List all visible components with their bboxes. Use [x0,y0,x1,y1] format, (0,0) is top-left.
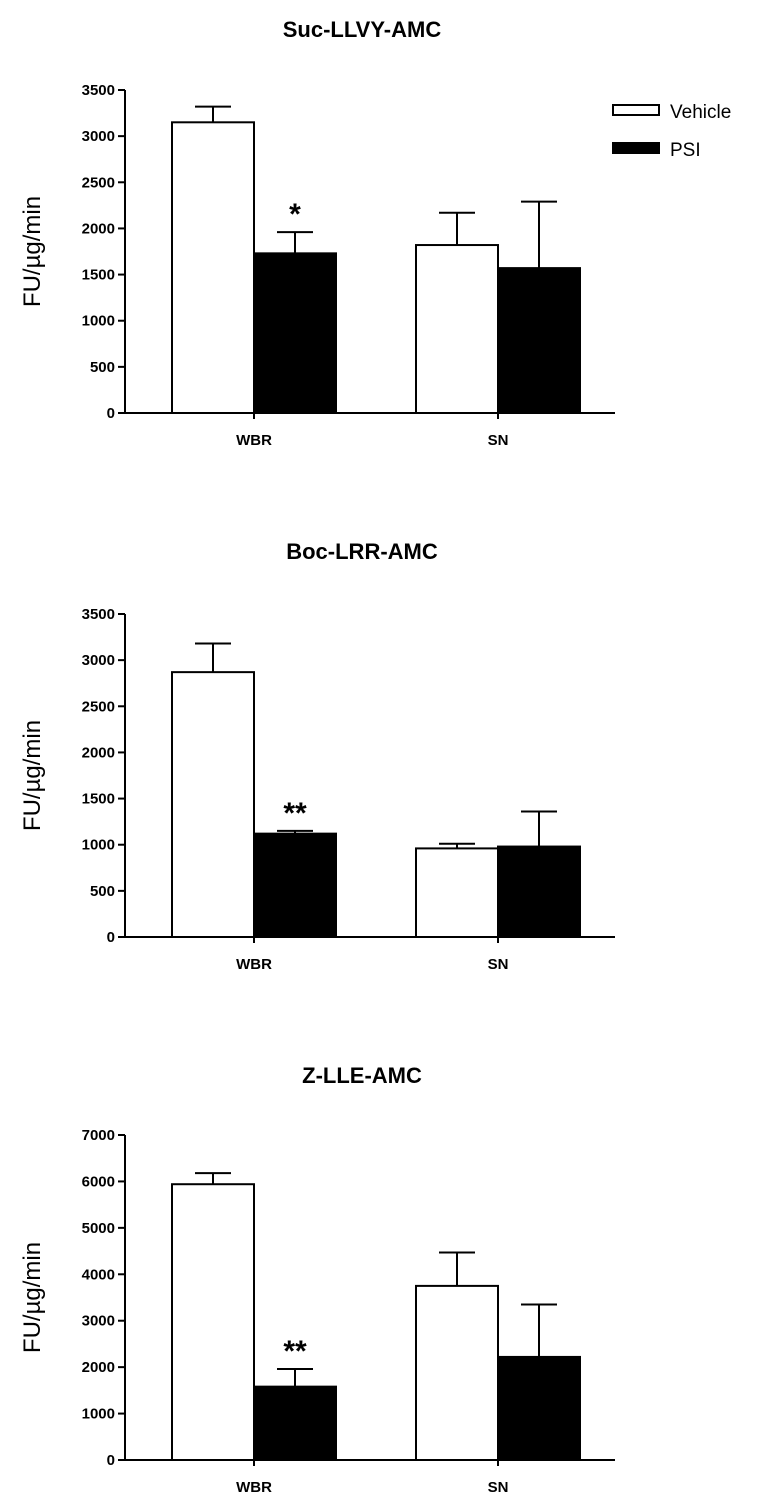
chart-3: Z-LLE-AMC FU/µg/min 0 1000 2000 3000 4000 5000 6… [19,1063,615,1496]
x-category-label: SN [488,432,509,449]
y-tick-label: 6000 [82,1173,115,1190]
x-category-label: WBR [236,1479,272,1496]
chart-1: Suc-LLVY-AMC FU/µg/min 0 500 1000 1500 2000 250… [19,17,615,449]
bar-sn-psi [497,1355,581,1462]
y-tick-label: 3500 [82,82,115,99]
significance-marker: ** [283,797,307,830]
x-category-label: SN [488,956,509,973]
chart-title: Boc-LRR-AMC [286,539,438,564]
y-tick-label: 1000 [82,313,115,330]
bar-sn-psi [497,845,581,938]
y-tick-label: 2000 [82,1359,115,1376]
bar-sn-vehicle [415,847,499,938]
y-tick-label: 4000 [82,1266,115,1283]
bar-wbr-psi [253,1385,337,1461]
bar-sn-vehicle [415,1284,499,1461]
x-category-label: SN [488,1479,509,1496]
bar-wbr-vehicle [171,1183,255,1461]
significance-marker: * [289,198,301,231]
y-axis-label: FU/µg/min [19,1242,46,1353]
y-tick-label: 2500 [82,174,115,191]
y-axis-label: FU/µg/min [19,720,46,831]
y-tick-label: 0 [107,1452,115,1469]
bar-wbr-vehicle [171,121,255,415]
y-tick-label: 3000 [82,652,115,669]
bar-sn-psi [497,267,581,414]
bar-wbr-psi [253,252,337,414]
x-category-label: WBR [236,432,272,449]
bar-wbr-vehicle [171,671,255,938]
y-tick-label: 500 [90,883,115,900]
y-tick-label: 2000 [82,744,115,761]
legend-label-psi: PSI [670,140,701,161]
legend: Vehicle PSI [612,102,731,161]
y-tick-label: 7000 [82,1127,115,1144]
y-tick-label: 5000 [82,1220,115,1237]
bar-sn-vehicle [415,244,499,414]
charts: Suc-LLVY-AMC FU/µg/min 0 500 1000 1500 2000 250… [19,17,615,1496]
y-tick-label: 500 [90,359,115,376]
x-category-label: WBR [236,956,272,973]
chart-title: Z-LLE-AMC [302,1063,422,1088]
y-axis-label: FU/µg/min [19,196,46,307]
y-tick-label: 2000 [82,220,115,237]
y-tick-label: 0 [107,929,115,946]
legend-label-vehicle: Vehicle [670,102,731,123]
legend-swatch-psi [612,142,660,154]
chart-2: Boc-LRR-AMC FU/µg/min 0 500 1000 1500 2000 2500… [19,539,615,973]
y-tick-label: 0 [107,405,115,422]
chart-title: Suc-LLVY-AMC [283,17,442,42]
y-tick-label: 2500 [82,698,115,715]
significance-marker: ** [283,1335,307,1368]
y-tick-label: 3000 [82,1313,115,1330]
y-tick-label: 1500 [82,791,115,808]
bar-wbr-psi [253,832,337,939]
y-tick-label: 1000 [82,1406,115,1423]
y-tick-label: 3000 [82,128,115,145]
legend-swatch-vehicle [612,104,660,116]
y-tick-label: 1500 [82,267,115,284]
y-tick-label: 1000 [82,837,115,854]
y-tick-label: 3500 [82,606,115,623]
